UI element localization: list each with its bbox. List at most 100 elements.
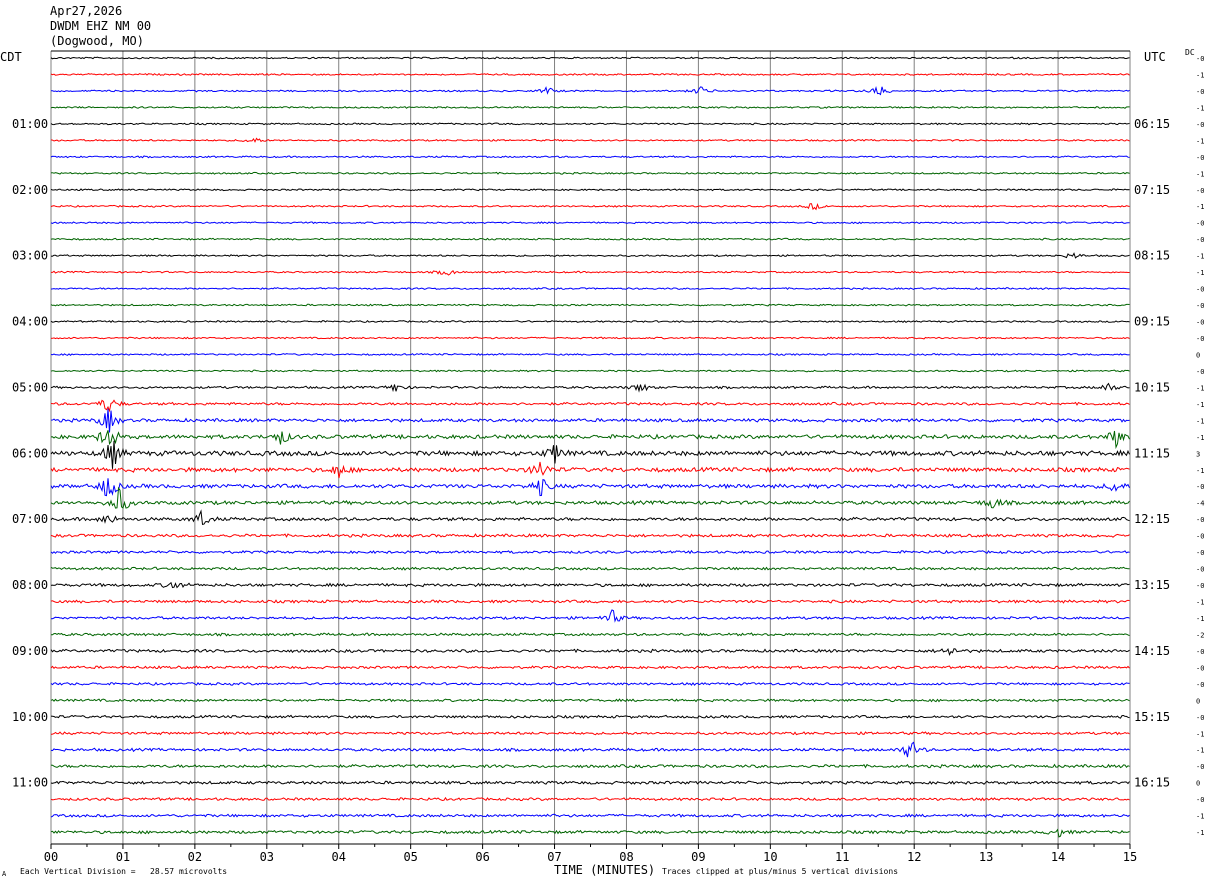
dc-offset-label: -1 [1196, 71, 1204, 79]
dc-offset-label: -0 [1196, 319, 1204, 327]
trace-row [50, 303, 1130, 307]
trace-row [50, 352, 1130, 356]
trace-row [50, 461, 1130, 479]
dc-offset-label: -1 [1196, 269, 1204, 277]
dc-offset-label: -1 [1196, 401, 1204, 409]
dc-offset-header: DC [1185, 48, 1195, 57]
trace-row [50, 813, 1130, 818]
trace-row [50, 336, 1130, 340]
x-tick-label: 05 [403, 850, 417, 864]
dc-offset-label: -0 [1196, 516, 1204, 524]
x-tick-label: 10 [763, 850, 777, 864]
dc-offset-label: -1 [1196, 104, 1204, 112]
dc-offset-label: -0 [1196, 88, 1204, 96]
left-hour-label: 10:00 [12, 710, 48, 724]
x-tick-label: 15 [1123, 850, 1137, 864]
x-tick-label: 14 [1051, 850, 1065, 864]
dc-offset-label: 0 [1196, 351, 1200, 359]
left-timezone-label: CDT [0, 50, 22, 64]
dc-offset-label: -0 [1196, 55, 1204, 63]
trace-row [50, 796, 1130, 802]
trace-row [50, 382, 1130, 393]
right-hour-label: 16:15 [1134, 776, 1170, 790]
plot-date: Apr27,2026 [50, 4, 123, 18]
x-tick-label: 13 [979, 850, 993, 864]
trace-row [50, 681, 1130, 686]
dc-offset-label: -1 [1196, 434, 1204, 442]
vertical-division-note: Each Vertical Division = 28.57 microvolt… [20, 867, 228, 876]
trace-row [50, 188, 1130, 192]
station-code: DWDM EHZ NM 00 [50, 19, 152, 33]
trace-row [51, 632, 1130, 637]
dc-offset-label: -0 [1196, 368, 1204, 376]
right-hour-label: 10:15 [1134, 380, 1170, 394]
left-hour-label: 08:00 [12, 578, 48, 592]
x-tick-label: 07 [547, 850, 561, 864]
dc-offset-label: -0 [1196, 335, 1204, 343]
x-tick-label: 00 [44, 850, 58, 864]
trace-row [50, 763, 1130, 769]
time-grid [50, 51, 1131, 844]
trace-row [50, 171, 1130, 175]
dc-offset-label: -0 [1196, 121, 1204, 129]
left-hour-label: 11:00 [12, 776, 48, 790]
right-timezone-label: UTC [1144, 50, 1166, 64]
right-hour-label: 15:15 [1134, 710, 1170, 724]
dc-offset-label: -0 [1196, 286, 1204, 294]
dc-offset-label: 0 [1196, 780, 1200, 788]
dc-offset-label: -1 [1196, 747, 1204, 755]
trace-row [50, 566, 1130, 571]
x-tick-label: 06 [475, 850, 489, 864]
trace-row [50, 741, 1130, 758]
dc-offset-label: 0 [1196, 697, 1200, 705]
dc-offset-label: -0 [1196, 187, 1204, 195]
trace-row [50, 202, 1130, 211]
trace-row [51, 86, 1130, 96]
trace-row [50, 698, 1130, 703]
right-hour-label: 13:15 [1134, 578, 1170, 592]
dc-offset-label: -2 [1196, 631, 1204, 639]
trace-row [50, 122, 1130, 126]
dc-offset-label: -1 [1196, 813, 1204, 821]
trace-row [50, 828, 1130, 838]
dc-offset-label: -1 [1196, 599, 1204, 607]
right-hour-label: 06:15 [1134, 117, 1170, 131]
left-hour-label: 09:00 [12, 644, 48, 658]
trace-row [50, 237, 1130, 241]
trace-row [50, 408, 1130, 433]
right-hour-label: 08:15 [1134, 249, 1170, 263]
dc-offset-label: -1 [1196, 730, 1204, 738]
dc-offset-label: -1 [1196, 170, 1204, 178]
right-hour-label: 07:15 [1134, 183, 1170, 197]
station-location: (Dogwood, MO) [50, 34, 144, 48]
dc-offset-label: -0 [1196, 796, 1204, 804]
dc-offset-label: -0 [1196, 302, 1204, 310]
trace-row [50, 105, 1130, 109]
trace-row [50, 155, 1130, 159]
left-hour-label: 04:00 [12, 315, 48, 329]
trace-row [50, 509, 1130, 525]
dc-offset-label: -1 [1196, 203, 1204, 211]
x-tick-label: 09 [691, 850, 705, 864]
trace-row [50, 486, 1130, 509]
left-hour-label: 05:00 [12, 380, 48, 394]
x-tick-label: 04 [332, 850, 346, 864]
trace-row [50, 599, 1130, 604]
dc-offset-label: -1 [1196, 615, 1204, 623]
trace-row [50, 56, 1130, 60]
right-hour-label: 14:15 [1134, 644, 1170, 658]
left-hour-label: 06:00 [12, 446, 48, 460]
axes: 00 01 02 03 04 05 06 07 08 09 10 11 12 13 14 15-0-1-0-1… [12, 50, 1204, 864]
right-hour-label: 12:15 [1134, 512, 1170, 526]
right-hour-label: 11:15 [1134, 446, 1170, 460]
trace-row [50, 430, 1130, 450]
dc-offset-label: -0 [1196, 549, 1204, 557]
dc-offset-label: -1 [1196, 417, 1204, 425]
trace-row [50, 369, 1130, 373]
trace-row [50, 549, 1130, 555]
dc-offset-label: -0 [1196, 236, 1204, 244]
trace-row [50, 399, 1130, 413]
left-hour-label: 01:00 [12, 117, 48, 131]
corner-mark: A [2, 870, 7, 878]
dc-offset-label: -0 [1196, 681, 1204, 689]
